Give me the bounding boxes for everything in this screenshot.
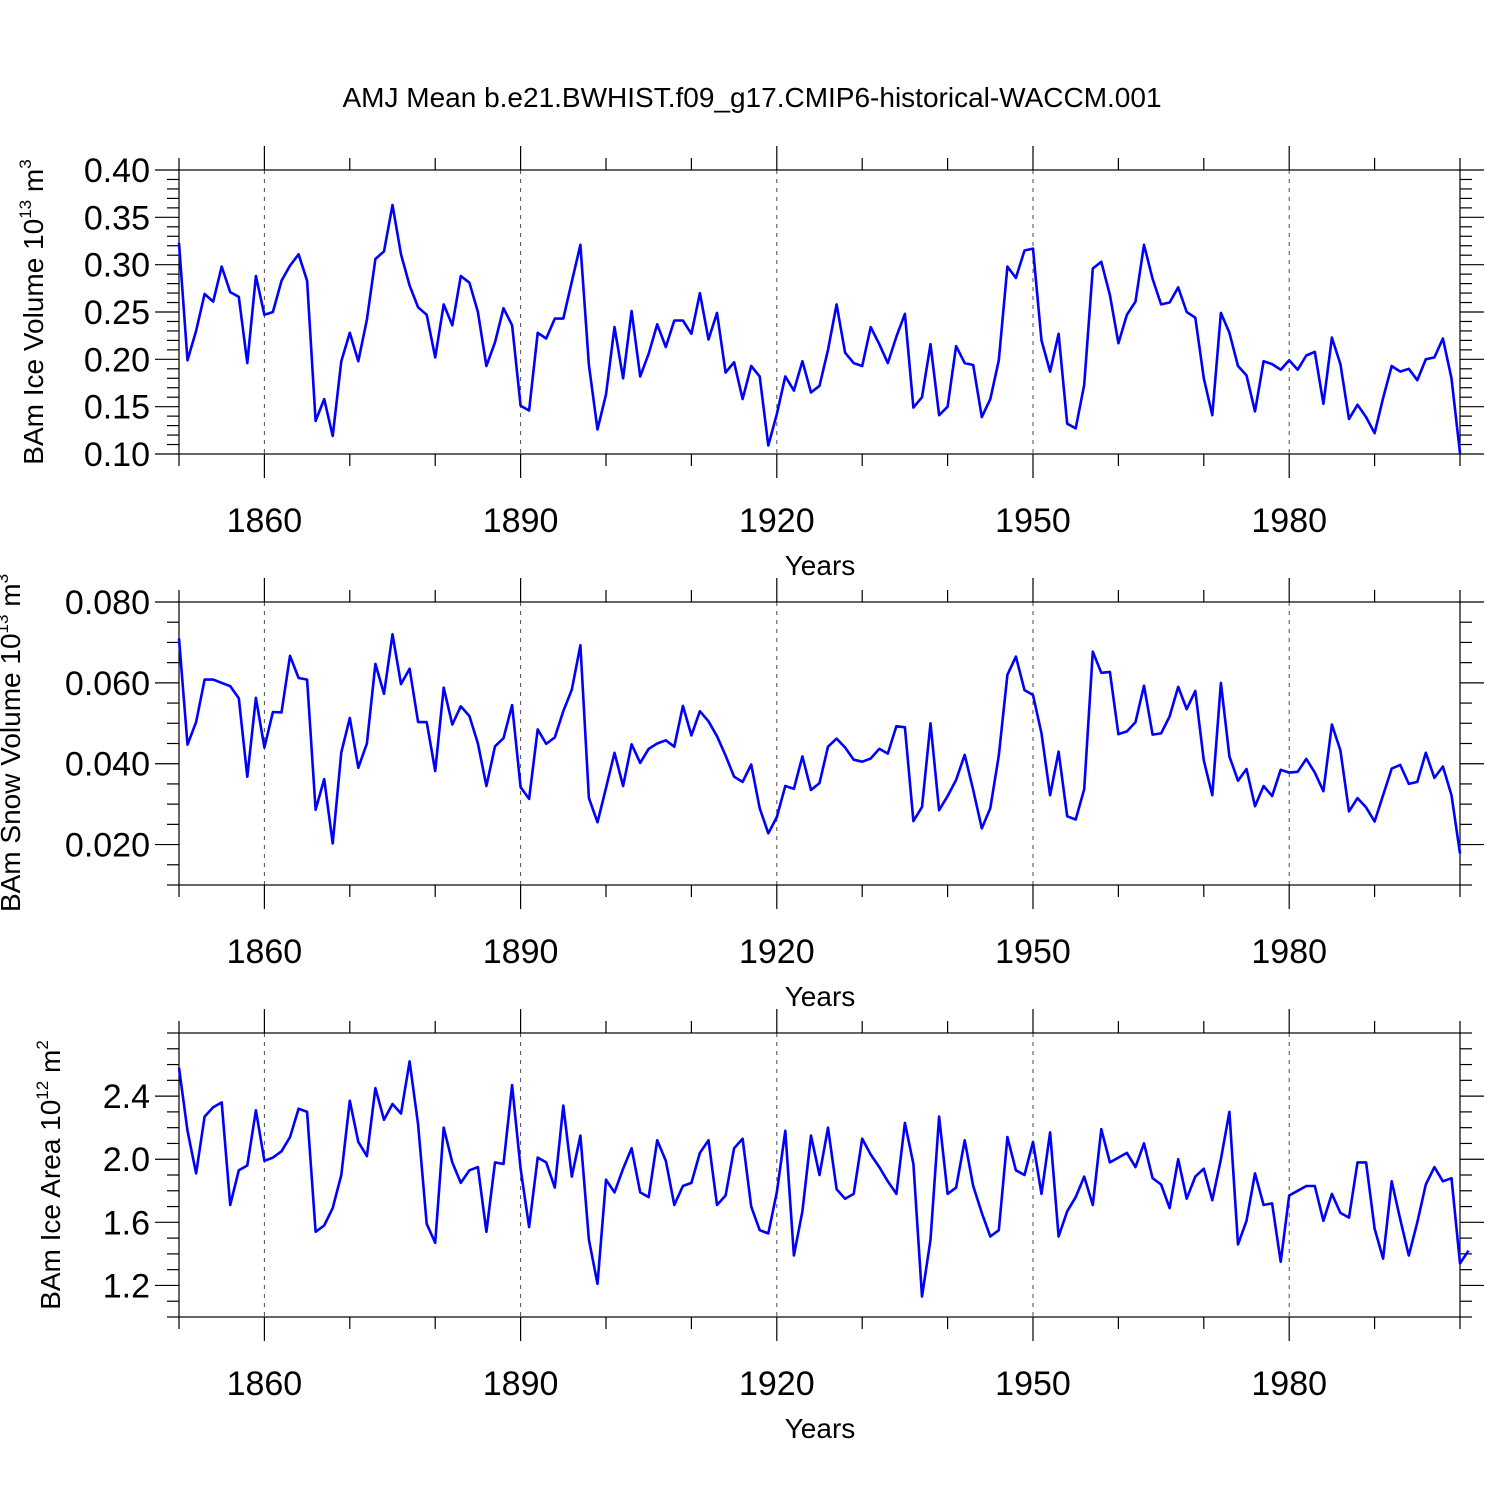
y-tick-label-0.10: 0.10 <box>84 436 150 474</box>
plot-frame <box>178 169 1461 455</box>
x-tick-label-1920: 1920 <box>739 502 815 540</box>
series-line-ice-area <box>177 1060 1470 1298</box>
x-tick-label-1950: 1950 <box>995 933 1071 971</box>
x-tick-label-1920: 1920 <box>739 1365 815 1403</box>
y-axis-label: BAm Ice Area 1012 m2 <box>33 1040 66 1310</box>
y-tick-label-0.20: 0.20 <box>84 341 150 379</box>
series-line-snow-volume <box>177 632 1462 854</box>
x-tick-label-1980: 1980 <box>1251 1365 1327 1403</box>
x-tick-label-1860: 1860 <box>227 933 303 971</box>
y-tick-label-0.060: 0.060 <box>65 665 150 703</box>
x-axis-label: Years <box>785 981 856 1012</box>
y-tick-label-1.2: 1.2 <box>103 1267 150 1305</box>
x-tick-label-1920: 1920 <box>739 933 815 971</box>
y-axis-label: BAm Snow Volume 1013 m3 <box>0 574 26 912</box>
x-tick-label-1950: 1950 <box>995 502 1071 540</box>
panel-ice-volume: 1860 1890 1920 1950 1980 0.10 0.15 0.20 0.25 0.30… <box>16 146 1484 581</box>
y-tick-label-1.6: 1.6 <box>103 1204 150 1242</box>
x-tick-label-1860: 1860 <box>227 1365 303 1403</box>
y-tick-label-0.020: 0.020 <box>65 827 150 865</box>
panel-snow-volume: 1860 1890 1920 1950 1980 0.020 0.040 0.060 0.080… <box>0 574 1484 1012</box>
series-line-ice-volume <box>177 203 1462 454</box>
plot-frame <box>178 601 1461 886</box>
figure-title: AMJ Mean b.e21.BWHIST.f09_g17.CMIP6-hist… <box>342 82 1161 113</box>
x-tick-label-1950: 1950 <box>995 1365 1071 1403</box>
x-tick-label-1980: 1980 <box>1251 933 1327 971</box>
x-tick-label-1860: 1860 <box>227 502 303 540</box>
plot-frame <box>178 1032 1461 1318</box>
y-axis-label: BAm Ice Volume 1013 m3 <box>16 159 49 464</box>
y-tick-label-0.40: 0.40 <box>84 152 150 190</box>
x-axis-label: Years <box>785 1413 856 1444</box>
y-tick-label-0.35: 0.35 <box>84 199 150 237</box>
x-tick-label-1890: 1890 <box>483 1365 559 1403</box>
y-tick-label-0.080: 0.080 <box>65 584 150 622</box>
y-tick-label-0.040: 0.040 <box>65 746 150 784</box>
x-tick-label-1890: 1890 <box>483 502 559 540</box>
y-tick-label-0.30: 0.30 <box>84 247 150 285</box>
y-tick-label-0.25: 0.25 <box>84 294 150 332</box>
panel-ice-area: 1860 1890 1920 1950 1980 1.2 1.6 2.0 2.4 Years BAm… <box>33 1009 1484 1444</box>
x-axis-label: Years <box>785 550 856 581</box>
y-tick-label-2.0: 2.0 <box>103 1141 150 1179</box>
x-tick-label-1890: 1890 <box>483 933 559 971</box>
x-tick-label-1980: 1980 <box>1251 502 1327 540</box>
y-tick-label-0.15: 0.15 <box>84 389 150 427</box>
y-tick-label-2.4: 2.4 <box>103 1078 150 1116</box>
